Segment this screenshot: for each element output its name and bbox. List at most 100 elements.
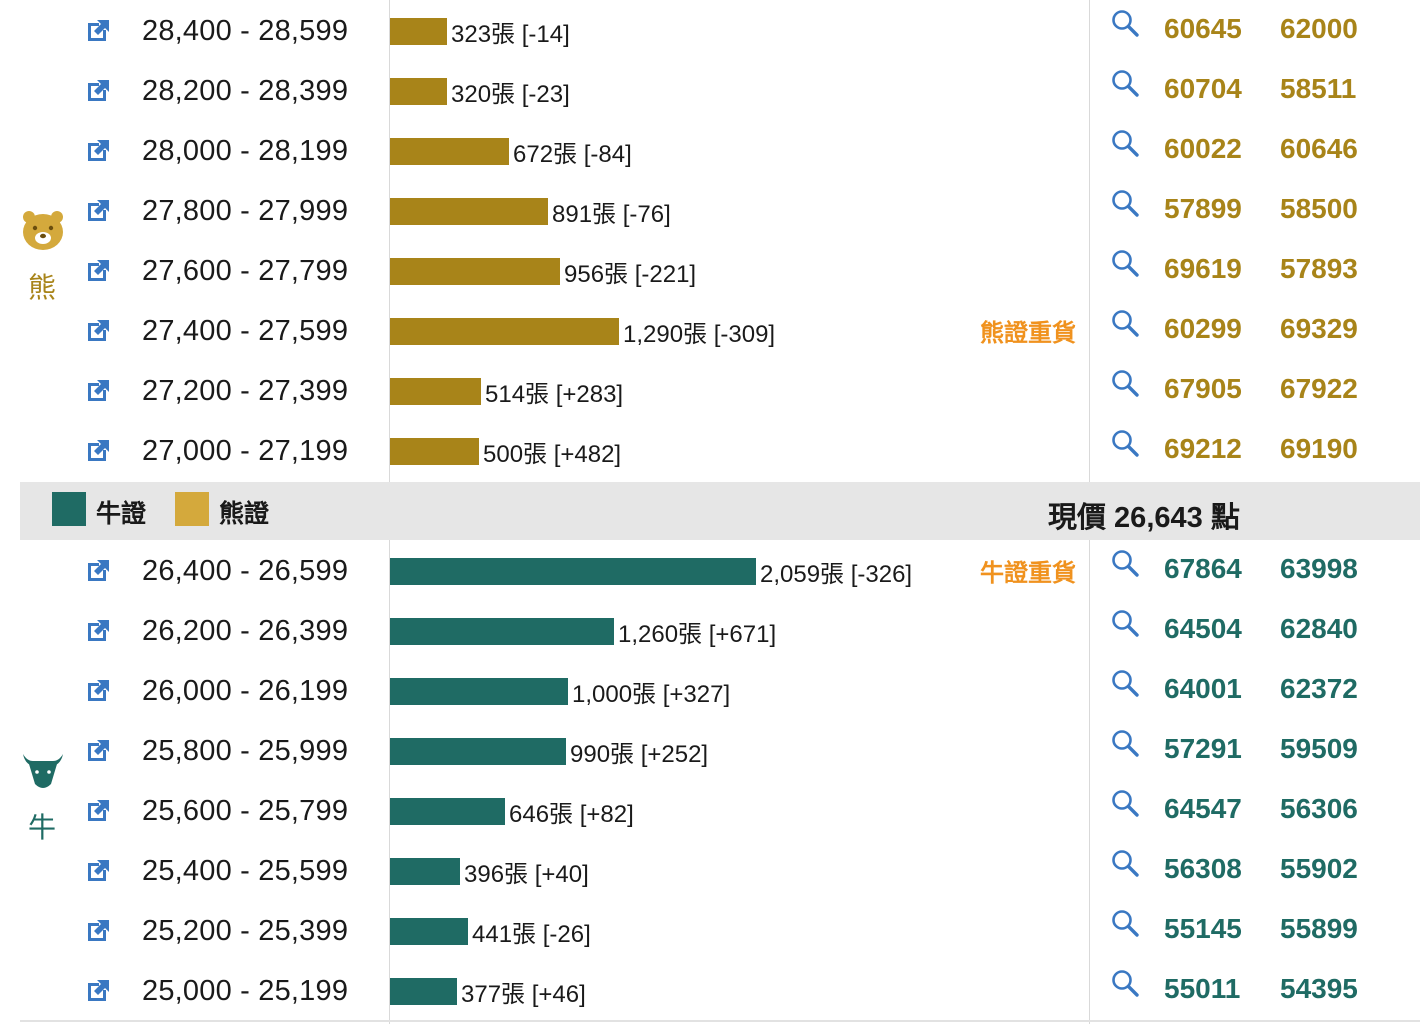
strike-range: 26,400 - 26,599: [142, 555, 349, 587]
volume-label: 1,290張 [-309]: [623, 320, 776, 348]
external-link-icon[interactable]: [84, 437, 112, 465]
external-link-icon[interactable]: [84, 557, 112, 585]
strike-range: 28,200 - 28,399: [142, 75, 349, 107]
warrant-code-link[interactable]: 55011: [1164, 973, 1241, 1004]
volume-bar: [390, 917, 468, 945]
volume-bar-group: 1,290張 [-309]: [390, 316, 776, 348]
warrant-code-link[interactable]: 60299: [1164, 313, 1242, 344]
volume-label: 891張 [-76]: [552, 200, 671, 228]
warrant-code-link[interactable]: 67905: [1164, 373, 1242, 404]
external-link-icon[interactable]: [84, 737, 112, 765]
search-icon[interactable]: [1110, 248, 1140, 278]
warrant-code-link[interactable]: 56306: [1280, 793, 1358, 824]
external-link-icon[interactable]: [84, 977, 112, 1005]
search-icon[interactable]: [1110, 848, 1140, 878]
bottom-border: [20, 1020, 1420, 1022]
warrant-code-link[interactable]: 58511: [1280, 73, 1357, 104]
external-link-icon[interactable]: [84, 617, 112, 645]
external-link-icon[interactable]: [84, 317, 112, 345]
bull-legend-swatch: [52, 492, 86, 526]
search-icon[interactable]: [1110, 368, 1140, 398]
search-icon[interactable]: [1110, 788, 1140, 818]
table-row: 27,400 - 27,599 1,290張 [-309] 熊證重貨 60299 693…: [0, 300, 1420, 360]
bear-legend-swatch: [175, 492, 209, 526]
warrant-code-link[interactable]: 64547: [1164, 793, 1242, 824]
external-link-icon[interactable]: [84, 677, 112, 705]
warrant-code-link[interactable]: 60646: [1280, 133, 1358, 164]
warrant-code-link[interactable]: 57899: [1164, 193, 1242, 224]
warrant-code-link[interactable]: 56308: [1164, 853, 1242, 884]
volume-bar-group: 514張 [+283]: [390, 376, 623, 408]
warrant-code-link[interactable]: 64001: [1164, 673, 1242, 704]
warrant-code-link[interactable]: 62372: [1280, 673, 1358, 704]
table-row: 26,200 - 26,399 1,260張 [+671] 64504 62840: [0, 600, 1420, 660]
range-column-divider-top: [389, 0, 390, 482]
search-icon[interactable]: [1110, 668, 1140, 698]
search-icon[interactable]: [1110, 188, 1140, 218]
warrant-code-link[interactable]: 55145: [1164, 913, 1242, 944]
volume-bar-group: 646張 [+82]: [390, 796, 634, 828]
volume-bar-group: 891張 [-76]: [390, 196, 671, 228]
external-link-icon[interactable]: [84, 17, 112, 45]
external-link-icon[interactable]: [84, 917, 112, 945]
search-icon[interactable]: [1110, 968, 1140, 998]
warrant-code-link[interactable]: 59509: [1280, 733, 1358, 764]
warrant-code-link[interactable]: 67864: [1164, 553, 1242, 584]
warrant-code-link[interactable]: 60704: [1164, 73, 1242, 104]
warrant-code-link[interactable]: 55902: [1280, 853, 1358, 884]
warrant-code-link[interactable]: 67922: [1280, 373, 1358, 404]
warrant-code-link[interactable]: 60022: [1164, 133, 1242, 164]
warrant-code-link[interactable]: 64504: [1164, 613, 1242, 644]
external-link-icon[interactable]: [84, 197, 112, 225]
warrant-code-link[interactable]: 57893: [1280, 253, 1358, 284]
volume-bar: [390, 437, 479, 465]
warrant-code-link[interactable]: 62000: [1280, 13, 1358, 44]
search-icon[interactable]: [1110, 68, 1140, 98]
external-link-icon[interactable]: [84, 857, 112, 885]
strike-range: 28,400 - 28,599: [142, 15, 349, 47]
volume-bar: [390, 257, 560, 285]
volume-bar: [390, 857, 460, 885]
legend-bar: 牛證 熊證 現價 26,643 點: [20, 482, 1420, 540]
volume-label: 672張 [-84]: [513, 140, 632, 168]
search-icon[interactable]: [1110, 548, 1140, 578]
volume-bar: [390, 17, 447, 45]
volume-label: 441張 [-26]: [472, 920, 591, 948]
warrant-code-link[interactable]: 57291: [1164, 733, 1242, 764]
table-row: 28,200 - 28,399 320張 [-23] 60704 58511: [0, 60, 1420, 120]
strike-range: 25,000 - 25,199: [142, 975, 349, 1007]
warrant-code-link[interactable]: 60645: [1164, 13, 1242, 44]
strike-range: 27,400 - 27,599: [142, 315, 349, 347]
external-link-icon[interactable]: [84, 137, 112, 165]
strike-range: 25,200 - 25,399: [142, 915, 349, 947]
external-link-icon[interactable]: [84, 797, 112, 825]
bear-legend-label: 熊證: [219, 500, 270, 528]
heavy-position-tag: 牛證重貨: [980, 560, 1076, 587]
search-icon[interactable]: [1110, 608, 1140, 638]
volume-bar: [390, 737, 566, 765]
warrant-code-link[interactable]: 69329: [1280, 313, 1358, 344]
search-icon[interactable]: [1110, 8, 1140, 38]
warrant-code-link[interactable]: 58500: [1280, 193, 1358, 224]
search-icon[interactable]: [1110, 308, 1140, 338]
search-icon[interactable]: [1110, 128, 1140, 158]
external-link-icon[interactable]: [84, 377, 112, 405]
warrant-code-link[interactable]: 63998: [1280, 553, 1358, 584]
bear-side-char: 熊: [28, 272, 57, 303]
search-icon[interactable]: [1110, 728, 1140, 758]
search-icon[interactable]: [1110, 428, 1140, 458]
volume-bar: [390, 977, 457, 1005]
external-link-icon[interactable]: [84, 257, 112, 285]
warrant-code-link[interactable]: 69190: [1280, 433, 1358, 464]
warrant-code-link[interactable]: 69212: [1164, 433, 1242, 464]
warrant-code-link[interactable]: 55899: [1280, 913, 1358, 944]
warrant-code-link[interactable]: 62840: [1280, 613, 1358, 644]
warrant-code-link[interactable]: 69619: [1164, 253, 1242, 284]
external-link-icon[interactable]: [84, 77, 112, 105]
warrant-code-link[interactable]: 54395: [1280, 973, 1358, 1004]
table-row: 27,600 - 27,799 956張 [-221] 69619 57893: [0, 240, 1420, 300]
table-row: 27,800 - 27,999 891張 [-76] 57899 58500: [0, 180, 1420, 240]
volume-bar-group: 441張 [-26]: [390, 916, 591, 948]
search-icon[interactable]: [1110, 908, 1140, 938]
volume-bar-group: 500張 [+482]: [390, 436, 621, 468]
